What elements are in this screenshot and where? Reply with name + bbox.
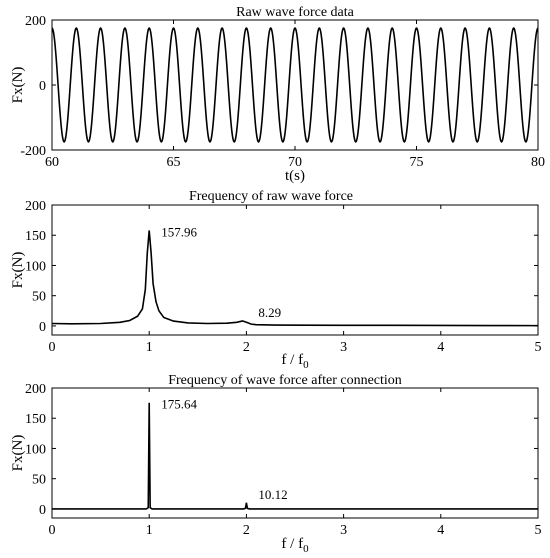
plot-frame: [51, 387, 539, 519]
x-tick-label: 3: [340, 523, 347, 538]
y-axis-label: Fx(N): [10, 252, 26, 289]
peak-label: 157.96: [161, 224, 197, 239]
x-axis-label-subscript: 0: [303, 543, 309, 555]
x-tick-label: 4: [437, 523, 444, 538]
x-tick-label: 2: [243, 523, 250, 538]
y-tick-label: 100: [25, 442, 46, 457]
x-tick-label: 1: [146, 523, 153, 538]
peak-label: 175.64: [161, 397, 197, 412]
chart-title: Frequency of wave force after connection: [168, 373, 402, 388]
data-marks: 175.64 10.12: [52, 397, 538, 510]
peak-label: 8.29: [258, 305, 281, 320]
x-tick-label: 4: [437, 340, 444, 355]
x-axis-label: f / f0: [281, 352, 309, 371]
axis-ticks: 60 65 70 75 80 -200 0 200: [20, 14, 545, 170]
x-tick-label: 2: [243, 340, 250, 355]
y-tick-label: 0: [39, 79, 46, 94]
y-tick-label: 0: [39, 320, 46, 335]
plot-frame: [51, 204, 539, 336]
y-tick-label: 200: [25, 14, 46, 29]
x-tick-label: 0: [49, 340, 56, 355]
peak-label: 10.12: [258, 487, 287, 502]
series-line: [52, 402, 538, 510]
x-tick-label: 65: [167, 155, 181, 170]
x-axis-label: t(s): [285, 168, 305, 184]
x-tick-label: 0: [49, 523, 56, 538]
panel-frequency-connected: Frequency of wave force after connection…: [10, 373, 542, 555]
y-tick-label: 50: [32, 473, 46, 488]
y-tick-label: 200: [25, 382, 46, 397]
x-axis-label: f / f0: [281, 536, 309, 555]
x-axis-label-main: f / f: [281, 536, 303, 552]
data-marks: [51, 27, 539, 143]
y-tick-label: 150: [25, 412, 46, 427]
series-line: [51, 27, 539, 143]
x-tick-label: 5: [535, 340, 542, 355]
x-tick-label: 80: [531, 155, 545, 170]
x-axis-label-main: f / f: [281, 352, 303, 368]
y-tick-label: 100: [25, 259, 46, 274]
y-tick-label: 50: [32, 290, 46, 305]
x-tick-label: 5: [535, 523, 542, 538]
x-tick-label: 60: [45, 155, 59, 170]
plot-frame: [51, 19, 539, 151]
y-tick-label: 0: [39, 503, 46, 518]
y-tick-label: -200: [20, 144, 46, 159]
x-tick-label: 1: [146, 340, 153, 355]
x-tick-label: 3: [340, 340, 347, 355]
y-axis-label: Fx(N): [10, 67, 26, 104]
x-axis-label-subscript: 0: [303, 359, 309, 371]
chart-title: Raw wave force data: [236, 5, 355, 20]
panel-frequency-raw: Frequency of raw wave force Fx(N) f / f0…: [10, 189, 542, 371]
x-tick-label: 70: [288, 155, 302, 170]
y-tick-label: 150: [25, 229, 46, 244]
data-marks: 157.96 8.29: [51, 224, 539, 327]
x-tick-label: 75: [410, 155, 424, 170]
series-line: [51, 230, 539, 327]
y-tick-label: 200: [25, 199, 46, 214]
chart-title: Frequency of raw wave force: [189, 189, 353, 204]
panel-raw-wave-force: Raw wave force data Fx(N) t(s) 60 65 70 75 8…: [10, 5, 545, 184]
y-axis-label: Fx(N): [10, 435, 26, 472]
